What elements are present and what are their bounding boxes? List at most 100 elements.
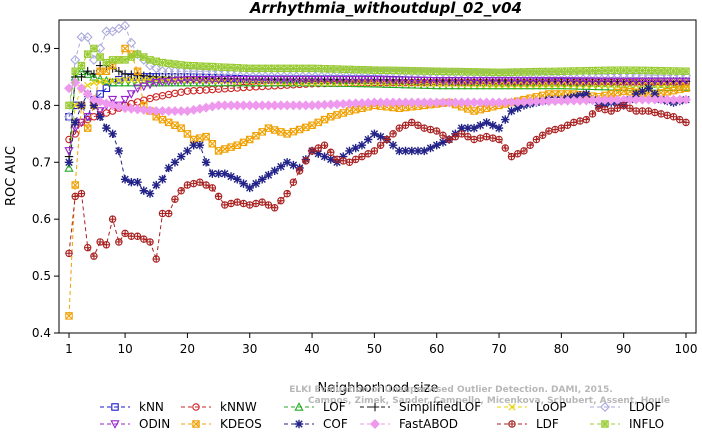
- data-point: [463, 123, 473, 133]
- data-point: [482, 68, 491, 76]
- data-point: [289, 178, 298, 186]
- data-point: [594, 81, 604, 91]
- data-point: [507, 152, 516, 161]
- data-point: [294, 76, 305, 85]
- data-point: [195, 141, 205, 150]
- data-point: [631, 77, 641, 87]
- data-point: [575, 81, 585, 90]
- data-point: [145, 80, 155, 90]
- data-point: [569, 80, 579, 90]
- data-point: [320, 115, 329, 124]
- data-point: [282, 158, 292, 167]
- data-point: [607, 66, 615, 75]
- data-point: [77, 72, 86, 82]
- data-point: [282, 76, 292, 85]
- data-point: [114, 67, 124, 76]
- y-tick-label: 0.8: [32, 98, 51, 112]
- data-point: [451, 67, 460, 76]
- data-point: [77, 61, 86, 70]
- data-point: [64, 111, 74, 122]
- data-point: [327, 148, 335, 156]
- legend-item-ldof: LDOF: [590, 400, 661, 414]
- data-point: [245, 183, 254, 193]
- legend-swatch-marker: [192, 420, 200, 428]
- data-point: [263, 77, 274, 87]
- data-point: [227, 143, 235, 151]
- data-point: [545, 127, 553, 135]
- data-point: [495, 135, 503, 144]
- data-point: [651, 66, 659, 75]
- legend-label: FastABOD: [399, 417, 458, 431]
- data-point: [345, 65, 354, 74]
- data-point: [575, 91, 585, 100]
- data-point: [488, 77, 498, 86]
- data-point: [196, 62, 204, 70]
- data-point: [363, 135, 373, 144]
- data-point: [345, 107, 354, 115]
- data-point: [351, 76, 361, 85]
- data-point: [239, 199, 248, 208]
- data-point: [457, 130, 466, 138]
- data-point: [551, 67, 559, 76]
- data-point: [283, 64, 291, 73]
- data-point: [96, 53, 104, 61]
- data-point: [563, 121, 572, 129]
- data-point: [644, 84, 653, 93]
- data-point: [657, 110, 665, 118]
- data-point: [289, 64, 298, 73]
- data-point: [152, 180, 161, 190]
- data-point: [183, 130, 192, 138]
- data-point: [676, 115, 684, 124]
- data-point: [457, 80, 467, 90]
- data-point: [252, 64, 260, 73]
- data-point: [420, 124, 428, 132]
- data-point: [64, 147, 74, 156]
- data-point: [245, 77, 255, 87]
- data-point: [513, 104, 522, 113]
- data-point: [233, 141, 242, 149]
- data-point: [526, 141, 534, 149]
- data-point: [70, 54, 81, 65]
- legend-item-odin: ODIN: [100, 417, 170, 431]
- x-tick-label: 40: [304, 342, 319, 356]
- data-point: [132, 84, 143, 94]
- data-point: [307, 76, 317, 85]
- data-point: [120, 103, 131, 114]
- data-point: [208, 184, 217, 192]
- data-point: [227, 63, 235, 72]
- series-line-odin: [68, 79, 686, 152]
- data-point: [401, 146, 410, 156]
- x-tick-label: 1: [65, 342, 73, 356]
- data-point: [426, 125, 435, 134]
- data-point: [357, 76, 367, 85]
- data-point: [413, 146, 423, 156]
- data-point: [676, 67, 684, 75]
- data-point: [575, 77, 585, 86]
- data-point: [619, 77, 629, 87]
- legend: kNN kNNW LOF SimplifiedLOF LoOP LDOF ODIN KDEOS…: [100, 400, 664, 431]
- data-point: [414, 121, 422, 129]
- legend-item-ldf: LDF: [497, 417, 559, 431]
- data-point: [146, 56, 154, 64]
- data-point: [526, 68, 534, 76]
- data-point: [669, 67, 678, 75]
- data-point: [475, 80, 485, 90]
- data-point: [314, 118, 323, 127]
- data-point: [258, 198, 266, 206]
- data-point: [601, 66, 609, 75]
- data-point: [576, 67, 584, 75]
- data-point: [581, 81, 591, 90]
- data-point: [183, 146, 192, 156]
- data-point: [208, 169, 217, 178]
- legend-item-knn: kNN: [100, 400, 164, 414]
- data-point: [513, 150, 522, 158]
- watermark-line-2: Campos, Zimek, Sander, Campello, Micenko…: [308, 396, 670, 406]
- data-point: [158, 115, 167, 124]
- data-point: [401, 121, 410, 129]
- data-point: [314, 64, 323, 73]
- data-point: [569, 77, 579, 86]
- data-point: [83, 50, 92, 58]
- data-point: [557, 124, 566, 132]
- data-point: [133, 232, 142, 240]
- data-point: [201, 158, 211, 167]
